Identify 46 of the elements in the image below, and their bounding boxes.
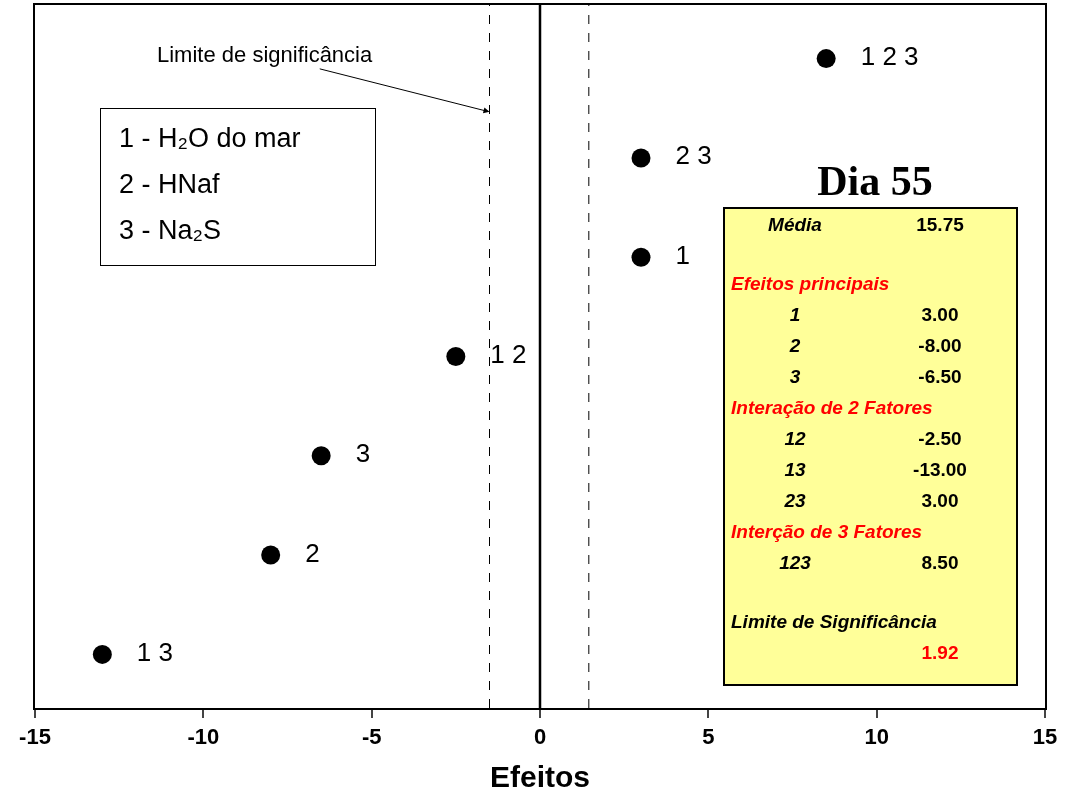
annotation: 12 [783,427,807,451]
y-tick-label: 1 2 [468,339,527,369]
point [631,247,651,267]
annotation: Interção de 3 Fatores [730,520,923,544]
annotation: 1 - H₂O do mar [119,122,302,155]
point [446,347,466,366]
y-tick-label: 1 2 3 [839,41,919,72]
annotation: 123 [778,551,812,575]
annotation: -8.00 [917,334,963,358]
x-tick-label: -10 [187,724,220,750]
annotation: 2 [788,334,802,358]
point [92,644,112,664]
annotation: 3 [788,365,802,389]
annotation: Efeitos principais [730,272,890,296]
point [631,148,651,168]
y-tick-label: 2 3 [653,140,712,171]
annotation: Média [767,213,823,237]
annotation: 2 - HNaf [119,168,221,201]
annotation: Interação de 2 Fatores [730,396,933,420]
y-tick-label: 1 3 [115,636,174,667]
annotation: 3.00 [920,303,960,327]
annotation: -6.50 [917,365,963,389]
annotation: 3.00 [920,489,960,513]
legend-box: 1 - H₂O do mar 2 - HNaf 3 - Na₂S [100,108,376,266]
x-tick-label: 5 [702,724,715,750]
x-axis-title: Efeitos [489,760,591,794]
x-tick-label: -15 [19,724,51,750]
text: Dia 55 [817,157,933,204]
annotation: 23 [783,489,807,513]
annotation: -2.50 [917,427,963,451]
x-tick-label: -5 [361,724,382,750]
point [261,545,281,565]
ref-line-label: Limite de significância [157,42,373,67]
point [816,49,836,69]
annotation: -13.00 [912,458,968,482]
x-tick-label: 15 [1032,724,1058,750]
annotation: 1.92 [920,641,960,665]
point [311,446,331,466]
x-tick-label: 0 [533,724,547,750]
annotation: Limite de Significância [730,610,937,634]
annotation: 15.75 [915,213,965,237]
annotation: 8.50 [920,551,960,575]
annotation: 1 [788,303,802,327]
annotation: 3 - Na₂S [119,214,222,247]
annotation: 13 [783,458,807,482]
x-tick-label: 10 [864,724,889,750]
